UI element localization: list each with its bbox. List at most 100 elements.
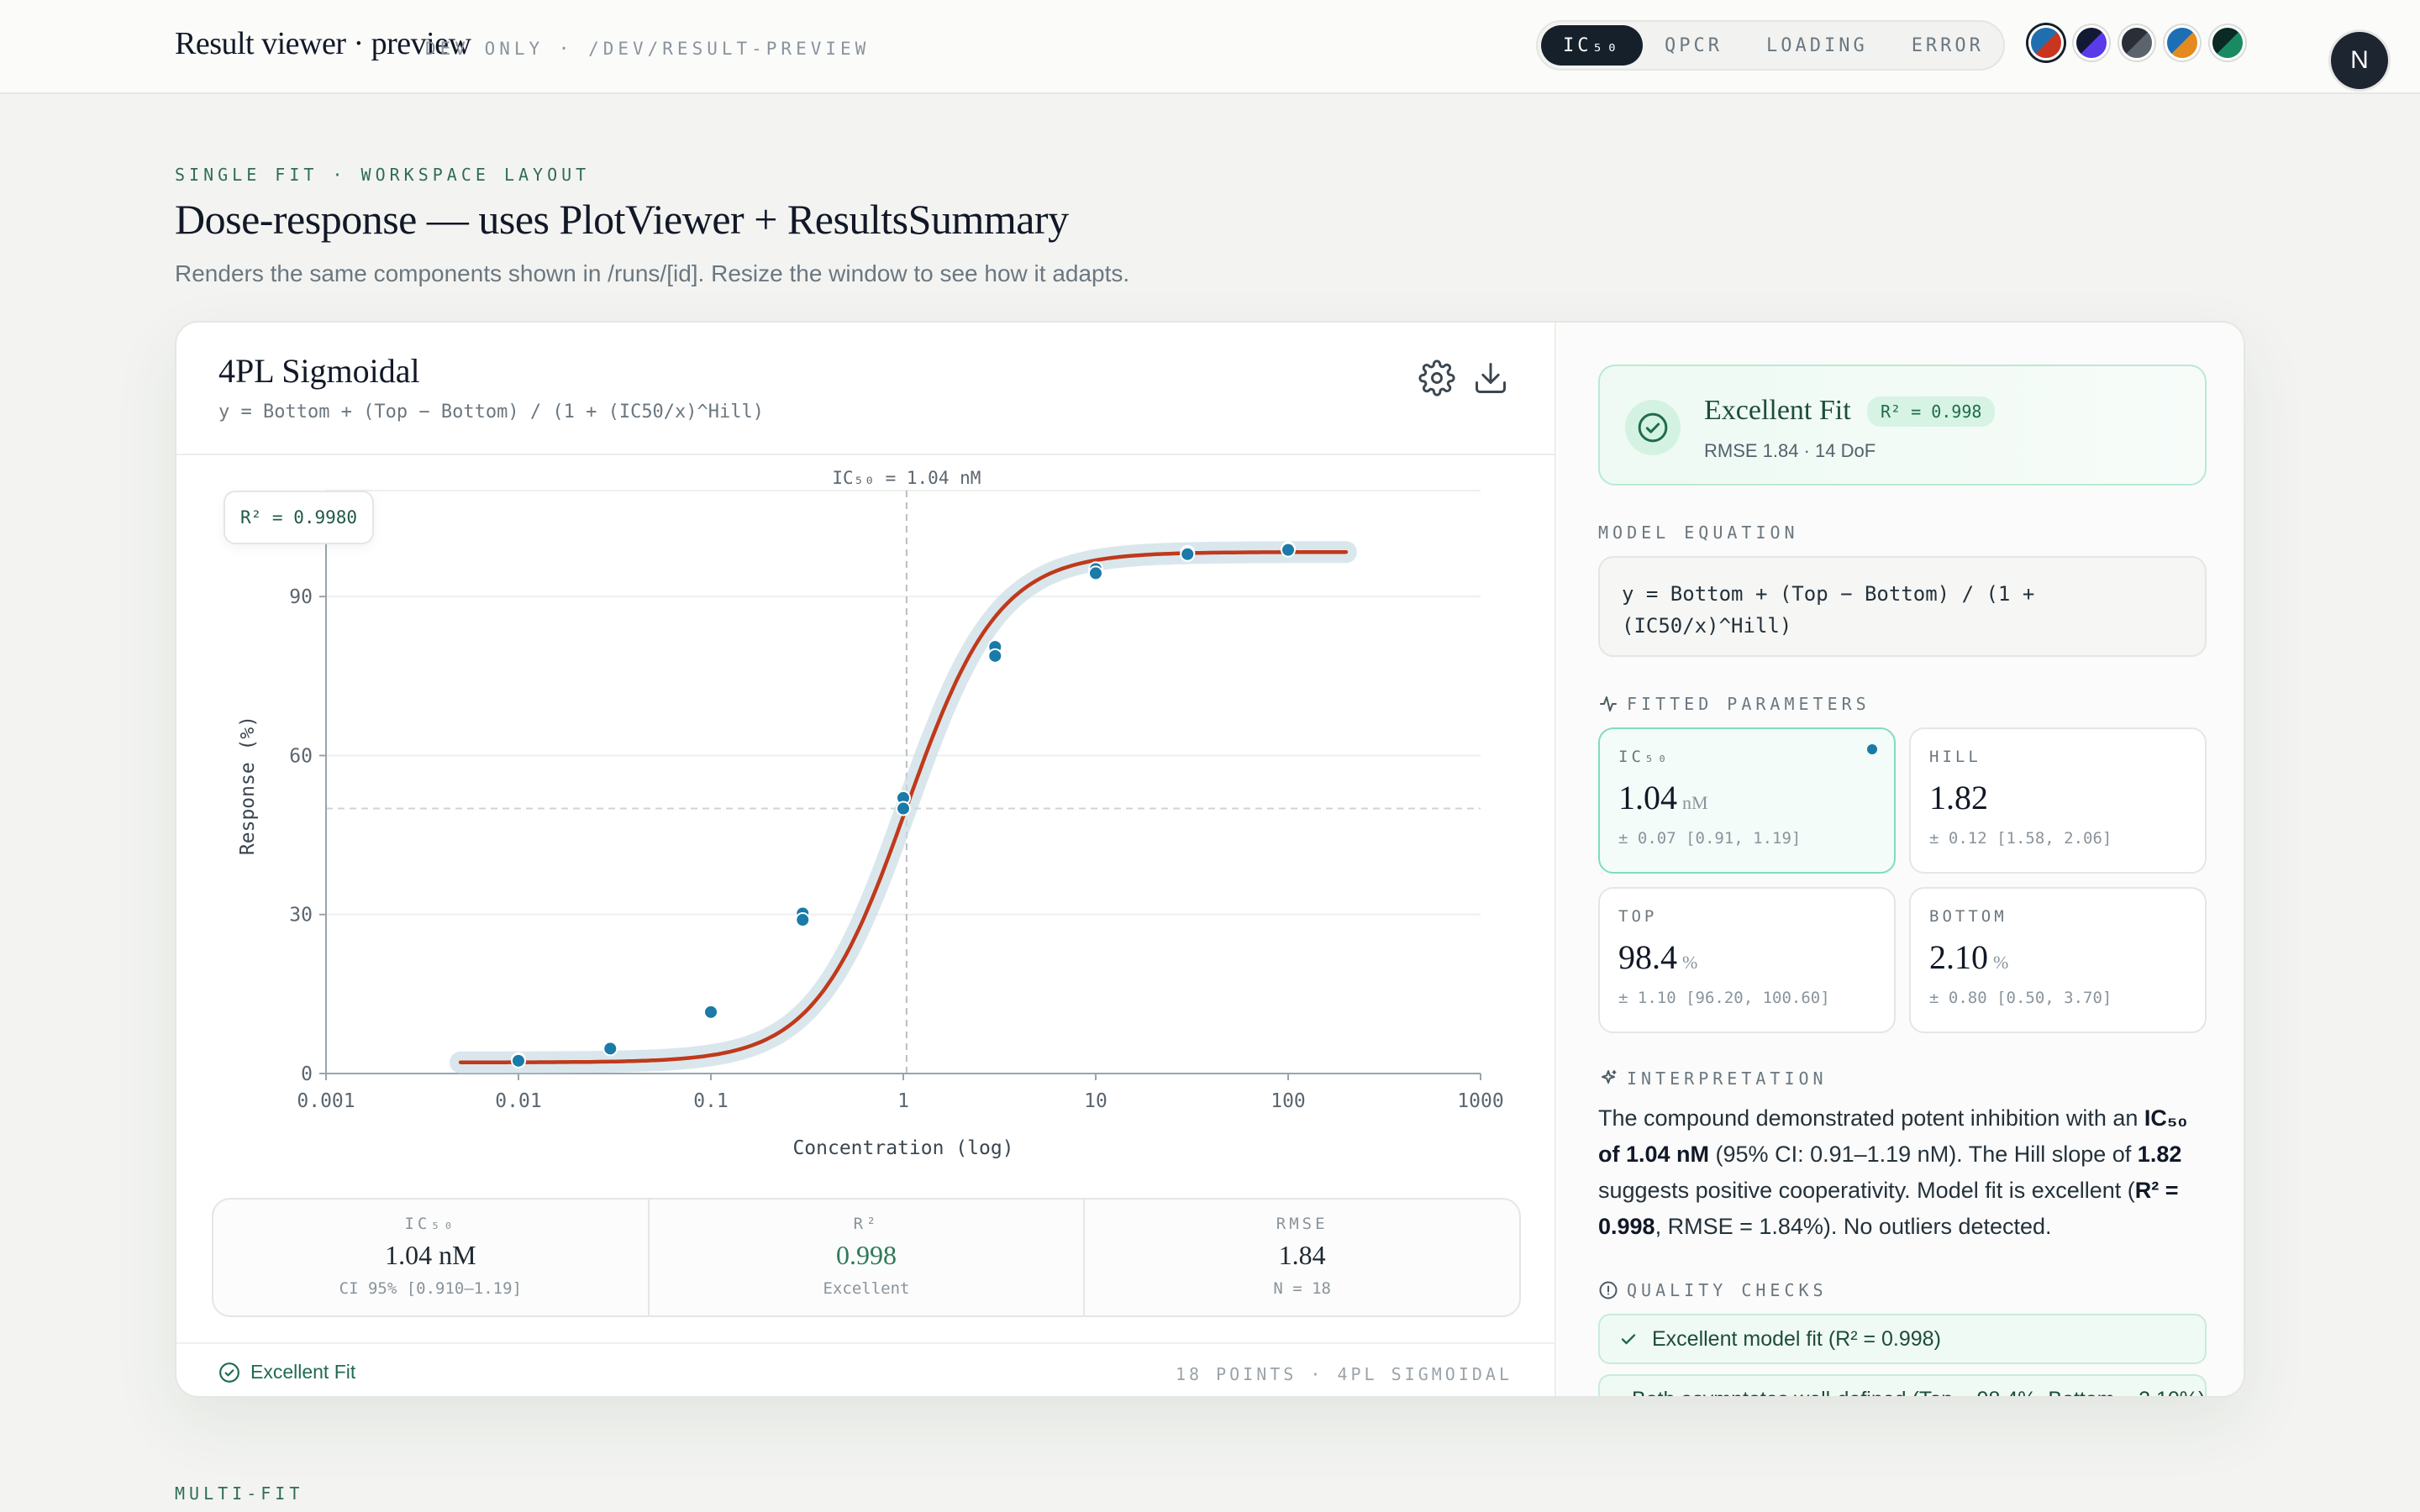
- pulse-icon: [1600, 696, 1617, 711]
- r2-badge-text: R² = 0.9980: [240, 507, 358, 528]
- theme-swatch-green[interactable]: [2210, 25, 2245, 60]
- section-kicker: SINGLE FIT · WORKSPACE LAYOUT: [175, 165, 591, 185]
- param-label: TOP: [1618, 907, 1658, 926]
- quality-check-text: Both asymptotes well-defined (Top = 98.4…: [1632, 1388, 2205, 1397]
- y-tick-label: 30: [289, 905, 313, 927]
- stat-label: RMSE: [1276, 1215, 1328, 1233]
- fit-status: Excellent Fit: [218, 1361, 355, 1383]
- model-equation-label: MODEL EQUATION: [1598, 522, 1799, 543]
- stat-note: Excellent: [823, 1279, 910, 1298]
- quality-check-text: Excellent model fit (R² = 0.998): [1652, 1326, 1941, 1351]
- theme-swatch-slate[interactable]: [2119, 25, 2154, 60]
- stat-rmse: RMSE 1.84 N = 18: [1085, 1200, 1519, 1315]
- check-circle-icon: [1638, 412, 1668, 443]
- selected-dot: [1867, 744, 1877, 754]
- stat-label: IC₅₀: [404, 1215, 457, 1233]
- interp-ic50: IC₅₀ of 1.04 nM: [1598, 1105, 2188, 1167]
- data-point: [602, 1041, 618, 1057]
- param-card-top[interactable]: TOP 98.4% ± 1.10 [96.20, 100.60]: [1598, 887, 1896, 1033]
- stat-value: 1.04 nM: [385, 1240, 476, 1270]
- param-unit: nM: [1682, 792, 1708, 813]
- x-tick-label: 100: [1270, 1090, 1306, 1112]
- x-tick-label: 10: [1084, 1090, 1107, 1112]
- data-point: [511, 1053, 526, 1068]
- dose-response-chart[interactable]: IC₅₀ = 1.04 nM 0.001 0.01 0.1 1 10 100 1000 0 30 6…: [176, 457, 1556, 1196]
- multi-fit-section-label: MULTI-FIT: [175, 1483, 304, 1504]
- interp-text: suggests positive cooperativity. Model f…: [1598, 1178, 2135, 1203]
- plot-footer-meta: 18 POINTS · 4PL SIGMOIDAL: [1175, 1364, 1512, 1384]
- gear-icon: [1418, 360, 1455, 396]
- param-ci: ± 1.10 [96.20, 100.60]: [1618, 989, 1830, 1007]
- data-point: [1088, 565, 1103, 581]
- interp-hill: 1.82: [2137, 1142, 2182, 1167]
- data-point: [1180, 546, 1196, 562]
- fit-stats-strip: IC₅₀ 1.04 nM CI 95% [0.910–1.19] R² 0.99…: [212, 1198, 1521, 1317]
- theme-swatch-blue-red[interactable]: [2028, 25, 2064, 60]
- interp-text: The compound demonstrated potent inhibit…: [1598, 1105, 2144, 1131]
- stat-value: 0.998: [836, 1240, 897, 1270]
- interpretation-text: The compound demonstrated potent inhibit…: [1598, 1100, 2207, 1245]
- r2-pill: R² = 0.998: [1867, 396, 1996, 427]
- x-tick-label: 0.1: [693, 1090, 729, 1112]
- param-label: IC₅₀: [1618, 748, 1670, 766]
- param-card-hill[interactable]: HILL 1.82 ± 0.12 [1.58, 2.06]: [1909, 727, 2207, 874]
- info-icon: [1599, 1281, 1618, 1299]
- settings-button[interactable]: [1418, 360, 1455, 396]
- theme-swatch-navy-violet[interactable]: [2074, 25, 2109, 60]
- stat-note: CI 95% [0.910–1.19]: [339, 1279, 522, 1298]
- fit-status-label: Excellent Fit: [250, 1361, 356, 1383]
- sparkle-icon: [1602, 1070, 1617, 1084]
- workspace-card: 4PL Sigmoidal y = Bottom + (Top − Bottom…: [175, 321, 2245, 1398]
- param-value: 1.82: [1929, 779, 1988, 816]
- fit-title: Excellent Fit: [1704, 395, 1851, 426]
- footer-divider: [176, 1342, 1556, 1344]
- section-label: FITTED PARAMETERS: [1627, 694, 1870, 714]
- page-subtitle: Renders the same components shown in /ru…: [175, 260, 1130, 286]
- fit-badge: [1625, 400, 1681, 455]
- param-unit: %: [1682, 952, 1698, 973]
- avatar[interactable]: N: [2331, 32, 2388, 89]
- interp-r2: R² = 0.998: [1598, 1178, 2179, 1239]
- y-axis-label: Response (%): [237, 716, 259, 855]
- x-axis-label: Concentration (log): [792, 1137, 1013, 1159]
- page-title: Dose-response — uses PlotViewer + Result…: [175, 196, 1069, 243]
- tab-ic50[interactable]: IC₅₀: [1541, 25, 1643, 66]
- param-ci: ± 0.80 [0.50, 3.70]: [1929, 989, 2112, 1007]
- param-ci: ± 0.12 [1.58, 2.06]: [1929, 829, 2112, 848]
- interp-text: , RMSE = 1.84%). No outliers detected.: [1655, 1214, 2052, 1239]
- app-title: Result viewer · preview: [175, 26, 471, 61]
- x-tick-label: 1: [897, 1090, 909, 1112]
- avatar-initial: N: [2350, 46, 2369, 74]
- param-card-ic50[interactable]: IC₅₀ 1.04 nM ± 0.07 [0.91, 1.19]: [1598, 727, 1896, 874]
- theme-swatch-blue-orange[interactable]: [2165, 25, 2200, 60]
- interp-text: (95% CI: 0.91–1.19 nM). The Hill slope o…: [1709, 1142, 2138, 1167]
- tab-qpcr[interactable]: QPCR: [1664, 34, 1723, 56]
- param-value: 2.10: [1929, 938, 1988, 976]
- interpretation-label: INTERPRETATION: [1598, 1068, 1828, 1089]
- section-label: INTERPRETATION: [1627, 1068, 1828, 1089]
- param-ci: ± 0.07 [0.91, 1.19]: [1618, 829, 1802, 848]
- x-tick-label: 0.001: [297, 1090, 355, 1112]
- tab-error[interactable]: ERROR: [1911, 34, 1984, 56]
- stat-r2: R² 0.998 Excellent: [650, 1200, 1086, 1315]
- quality-checks-label: QUALITY CHECKS: [1598, 1280, 1828, 1300]
- data-point: [896, 801, 911, 816]
- tab-loading[interactable]: LOADING: [1765, 34, 1868, 56]
- model-equation-box: y = Bottom + (Top − Bottom) / (1 + (IC50…: [1598, 556, 2207, 657]
- download-icon: [1476, 363, 1506, 393]
- param-card-bottom[interactable]: BOTTOM 2.10% ± 0.80 [0.50, 3.70]: [1909, 887, 2207, 1033]
- y-tick-label: 60: [289, 745, 313, 767]
- y-tick-label: 0: [301, 1063, 313, 1085]
- x-tick-label: 1000: [1457, 1090, 1503, 1112]
- data-point: [1281, 542, 1296, 558]
- download-button[interactable]: [1472, 360, 1509, 396]
- stat-ic50: IC₅₀ 1.04 nM CI 95% [0.910–1.19]: [213, 1200, 650, 1315]
- check-icon: [1621, 1334, 1636, 1345]
- panel-divider: [176, 454, 1556, 455]
- theme-swatches: [2028, 25, 2245, 60]
- param-value: 98.4: [1618, 938, 1677, 976]
- model-title: 4PL Sigmoidal: [218, 352, 420, 390]
- plot-viewer: 4PL Sigmoidal y = Bottom + (Top − Bottom…: [176, 323, 1556, 1396]
- fit-curve: [458, 549, 1349, 1064]
- param-label: BOTTOM: [1929, 907, 2007, 926]
